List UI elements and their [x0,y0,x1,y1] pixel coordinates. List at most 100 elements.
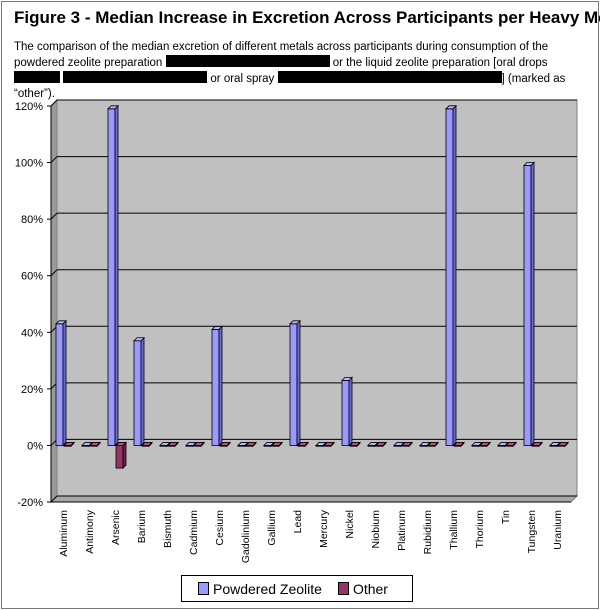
bar-other-top [167,442,179,446]
bar-powdered-zeolite-front [107,108,116,446]
bar-powdered-zeolite-top [523,161,535,166]
bar-other [141,441,153,448]
bar-other [245,441,257,448]
x-category-label: Mercury [318,509,330,548]
x-category-label: Nickel [344,510,356,539]
bar-powdered-zeolite-top [289,320,301,325]
redaction-box [165,55,330,67]
bar-powdered-zeolite-top [315,442,327,446]
bar-other [427,441,439,448]
bar-powdered-zeolite [445,104,457,447]
bar-powdered-zeolite [341,376,353,447]
bar-powdered-zeolite-top [211,326,223,330]
bar-other-top [505,442,517,446]
bar-powdered-zeolite-top [237,442,249,446]
bar-powdered-zeolite [55,319,67,447]
x-category-label: Antimony [84,509,96,554]
bar-other [505,441,517,448]
bar-other-top [427,442,439,446]
bar-powdered-zeolite-top [497,442,509,446]
bar-powdered-zeolite-side [348,376,353,447]
bar-powdered-zeolite-side [452,104,457,447]
bar-other-side [122,441,127,470]
bar-powdered-zeolite [497,441,509,448]
redaction-box [63,71,208,83]
x-category-label: Barium [136,510,148,544]
bar-other [297,441,309,448]
bar-powdered-zeolite [393,441,405,448]
caption-part-3: or oral spray [207,73,278,85]
x-category-label: Arsenic [110,510,122,545]
x-category-label: Thorium [474,510,486,549]
bar-other-top [219,442,231,446]
bar-powdered-zeolite-side [62,319,67,447]
y-tick-label: 60% [21,271,43,283]
bar-other-top [453,442,465,446]
x-category-label: Thallium [448,510,460,550]
bar-powdered-zeolite-side [218,325,223,447]
bar-other [323,441,335,448]
caption-part-2: or the liquid zeolite preparation [oral … [329,57,548,69]
redaction-box [14,71,60,83]
bar-other [479,441,491,448]
caption-part-1: The comparison of the median excretion o… [14,41,549,69]
plot-floor [49,495,579,503]
gridline-side [50,156,58,163]
bar-other [193,441,205,448]
bar-powdered-zeolite-top [367,442,379,446]
bar-powdered-zeolite-front [341,379,350,446]
x-category-label: Niobium [370,510,382,549]
x-category-label: Tin [500,510,512,524]
gridline-side [50,212,58,220]
bar-other-top [349,442,361,446]
bar-powdered-zeolite-front [55,323,64,446]
gridline-side [50,269,58,277]
bar-powdered-zeolite [315,441,327,448]
bar-powdered-zeolite-front [523,164,532,446]
bar-other-top [375,442,387,446]
bar-other [167,441,179,448]
bar-powdered-zeolite-front [289,323,298,446]
bar-other-top [401,442,413,446]
bar-other [557,441,569,448]
bar-powdered-zeolite-top [81,442,93,446]
bar-powdered-zeolite-side [140,336,145,447]
bar-other [115,441,127,470]
bar-powdered-zeolite-top [393,442,405,446]
gridline-side [50,99,58,107]
bar-other-top [193,442,205,446]
bar-powdered-zeolite [289,319,301,447]
bar-other-top [271,442,283,446]
bar-powdered-zeolite-top [445,105,457,110]
bar-other [401,441,413,448]
bar-powdered-zeolite-top [341,376,353,381]
bar-other-top [141,442,153,446]
chart-legend: Powdered Zeolite Other [181,575,413,602]
bar-powdered-zeolite-top [107,105,119,110]
bar-powdered-zeolite-front [133,340,142,446]
y-tick-label: 120% [15,101,43,113]
x-category-label: Aluminum [58,510,70,557]
bar-powdered-zeolite-top [419,442,431,446]
bar-powdered-zeolite-top [263,442,275,446]
bar-powdered-zeolite-side [530,161,535,447]
legend-swatch-powdered-zeolite [198,582,209,595]
bar-other-top [531,442,543,446]
x-category-label: Bismuth [162,510,174,548]
x-category-label: Tungsten [526,510,538,554]
bar-other [349,441,361,448]
bar-other-top [89,442,101,446]
caption-part-4: ] (marked as “other”). [14,73,566,100]
bar-powdered-zeolite-top [55,320,67,325]
bar-other-top [479,442,491,446]
y-tick-label: 20% [21,384,43,396]
bar-powdered-zeolite-top [185,442,197,446]
bar-powdered-zeolite [523,161,535,447]
bar-powdered-zeolite [107,104,119,447]
bar-powdered-zeolite-top [471,442,483,446]
x-category-label: Gadolinium [240,510,252,563]
y-tick-label: 80% [21,214,43,226]
y-tick-label: -20% [17,497,43,509]
figure-title: Figure 3 - Median Increase in Excretion … [14,8,600,27]
